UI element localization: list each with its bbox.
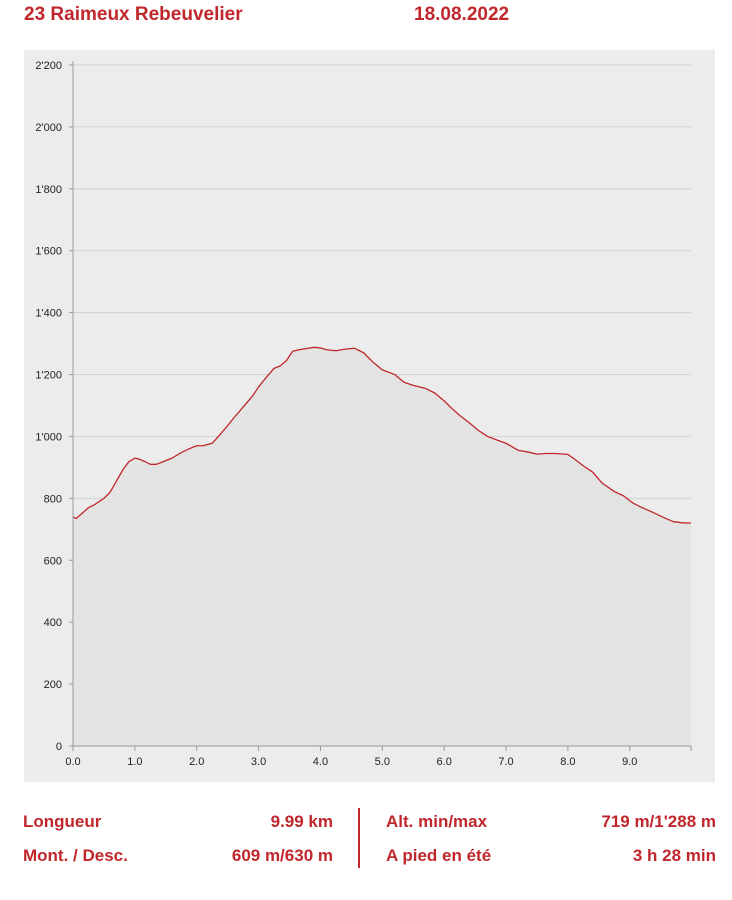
stat-ascent-descent-value: 609 m/630 m <box>231 846 333 865</box>
y-tick-label-2: 400 <box>44 617 62 629</box>
stat-altitude-value: 719 m/1'288 m <box>601 812 716 831</box>
y-tick-label-0: 0 <box>56 741 62 753</box>
x-tick-label-4: 4.0 <box>313 756 328 768</box>
stat-ascent-descent-label: Mont. / Desc. <box>23 846 128 865</box>
stat-altitude-label: Alt. min/max <box>386 812 488 831</box>
elevation-chart: 0 200 400 600 800 1'000 1'200 1'400 1'600 1'800 2'… <box>24 50 715 782</box>
x-tick-label-6: 6.0 <box>437 756 452 768</box>
stat-walk-time-label: A pied en été <box>386 846 492 865</box>
stat-length: Longueur 9.99 km <box>23 810 333 834</box>
x-tick-label-3: 3.0 <box>251 756 266 768</box>
stat-walk-time-value: 3 h 28 min <box>632 846 716 865</box>
x-tick-label-2: 2.0 <box>189 756 204 768</box>
elevation-area <box>73 347 691 746</box>
x-tick-label-0: 0.0 <box>65 756 80 768</box>
x-tick-label-8: 8.0 <box>560 756 575 768</box>
stats-divider <box>358 808 360 868</box>
y-tick-label-8: 1'600 <box>35 246 62 258</box>
y-tick-label-4: 800 <box>44 493 62 505</box>
y-tick-label-3: 600 <box>44 555 62 567</box>
x-tick-label-7: 7.0 <box>498 756 513 768</box>
y-tick-label-5: 1'000 <box>35 431 62 443</box>
y-tick-label-10: 2'000 <box>35 122 62 134</box>
stat-length-value: 9.99 km <box>270 812 333 831</box>
stat-walk-time: A pied en été 3 h 28 min <box>386 844 716 868</box>
route-date: 18.08.2022 <box>414 4 510 25</box>
stats-right: Alt. min/max 719 m/1'288 m A pied en été… <box>386 808 716 870</box>
x-tick-label-5: 5.0 <box>375 756 390 768</box>
route-title: 23 Raimeux Rebeuvelier <box>24 4 243 25</box>
elevation-line <box>72 346 692 524</box>
stat-ascent-descent: Mont. / Desc. 609 m/630 m <box>23 844 333 868</box>
y-tick-label-1: 200 <box>44 679 62 691</box>
elevation-chart-svg: 0 200 400 600 800 1'000 1'200 1'400 1'600 1'800 2'… <box>35 60 692 768</box>
x-tick-label-1: 1.0 <box>127 756 142 768</box>
x-tick-label-9: 9.0 <box>622 756 637 768</box>
stats-left: Longueur 9.99 km Mont. / Desc. 609 m/630… <box>23 808 333 870</box>
y-tick-label-6: 1'200 <box>35 370 62 382</box>
stat-altitude: Alt. min/max 719 m/1'288 m <box>386 810 716 834</box>
y-tick-label-7: 1'400 <box>35 308 62 320</box>
stat-length-label: Longueur <box>23 812 102 831</box>
y-tick-label-11: 2'200 <box>35 60 62 72</box>
y-tick-label-9: 1'800 <box>35 184 62 196</box>
